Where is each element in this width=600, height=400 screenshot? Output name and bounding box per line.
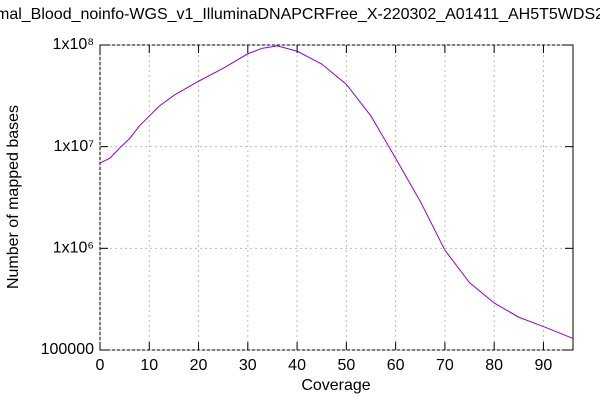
plot-frame [99, 44, 574, 351]
x-tick-label: 60 [387, 357, 405, 374]
x-tick-label: 70 [436, 357, 454, 374]
x-tick-label: 50 [337, 357, 355, 374]
y-tick-label: 100000 [41, 341, 94, 358]
chart-title: mal_Blood_noinfo-WGS_v1_IlluminaDNAPCRFr… [0, 6, 600, 23]
x-tick-label: 40 [288, 357, 306, 374]
x-tick-label: 30 [239, 357, 257, 374]
y-tick-label: 1x10⁷ [54, 138, 95, 155]
y-tick-label: 1x10⁶ [53, 240, 94, 257]
y-tick-label: 1x10⁸ [53, 36, 94, 53]
data-line [99, 45, 574, 339]
x-tick-label: 20 [190, 357, 208, 374]
x-tick-label: 0 [96, 357, 105, 374]
x-axis-label: Coverage [301, 377, 370, 394]
x-tick-label: 80 [485, 357, 503, 374]
y-axis-label: Number of mapped bases [5, 105, 22, 289]
x-tick-label: 10 [140, 357, 158, 374]
x-tick-label: 90 [535, 357, 553, 374]
